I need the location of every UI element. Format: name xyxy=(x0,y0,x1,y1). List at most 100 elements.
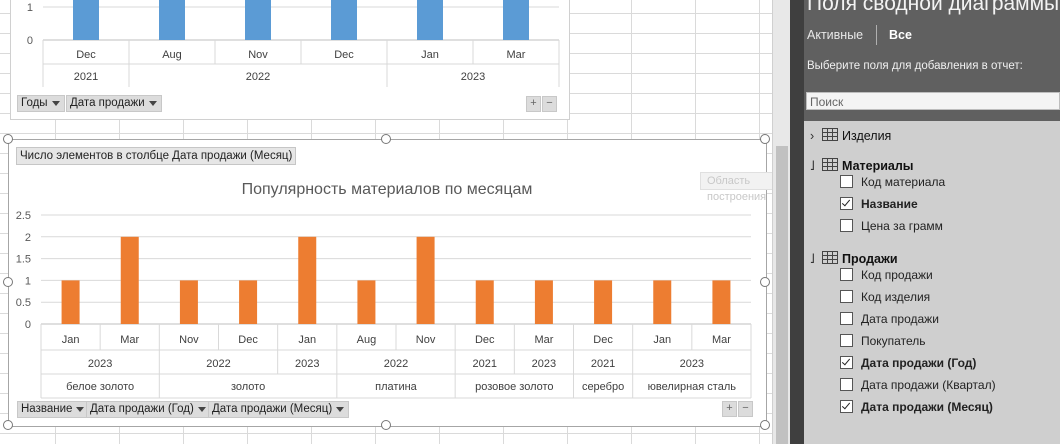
field-sale-code[interactable]: Код продажи xyxy=(840,268,933,282)
bar xyxy=(298,236,317,324)
x-tick-label-month: Nov xyxy=(179,334,199,346)
checkbox[interactable] xyxy=(840,312,853,325)
resize-handle-top-right[interactable] xyxy=(760,134,770,144)
chart2-svg: Популярность материалов по месяцам 0 0.5 1 1… xyxy=(16,181,752,399)
x-tick-label-material: золото xyxy=(231,381,265,393)
group-materials[interactable]: ˩ Материалы xyxy=(810,158,914,173)
x-tick-label-month: Nov xyxy=(248,49,268,61)
field-sale-date-year[interactable]: Дата продажи (Год) xyxy=(840,356,976,370)
expand-arrow-icon[interactable]: › xyxy=(810,129,815,143)
bar xyxy=(159,0,185,40)
chart-title: Популярность материалов по месяцам xyxy=(242,181,533,198)
pane-instruction: Выберите поля для добавления в отчет: xyxy=(807,60,1023,72)
field-product-code[interactable]: Код изделия xyxy=(840,290,930,304)
worksheet[interactable]: 0 1 Dec Aug Nov Dec Jan Mar 2021 2022 2023 Годы Да… xyxy=(0,0,772,444)
group-sales[interactable]: ˩ Продажи xyxy=(810,251,898,266)
field-buyer[interactable]: Покупатель xyxy=(840,334,925,348)
field-price-per-gram[interactable]: Цена за грамм xyxy=(840,219,943,233)
pivot-chart-by-years[interactable]: 0 1 Dec Aug Nov Dec Jan Mar 2021 2022 2023 Годы Да… xyxy=(10,0,570,120)
tab-active[interactable]: Активные xyxy=(807,28,864,42)
checkbox[interactable] xyxy=(840,175,853,188)
field-sale-date-month[interactable]: Дата продажи (Месяц) xyxy=(840,400,993,414)
field-name[interactable]: Название xyxy=(840,197,918,211)
bar xyxy=(416,236,435,324)
value-field-button[interactable]: Число элементов в столбце Дата продажи (… xyxy=(16,147,297,165)
collapse-arrow-icon[interactable]: ˩ xyxy=(810,159,815,173)
collapse-minus-button[interactable]: − xyxy=(738,401,753,417)
x-tick-label-month: Mar xyxy=(507,49,526,61)
expand-plus-button[interactable]: + xyxy=(526,96,541,112)
bar xyxy=(331,0,357,40)
x-tick-label-month: Jan xyxy=(653,334,671,346)
group-products[interactable]: › Изделия xyxy=(810,128,892,143)
checkbox-checked[interactable] xyxy=(840,356,853,369)
collapse-minus-button[interactable]: − xyxy=(542,96,557,112)
bar xyxy=(534,280,553,324)
field-button-sale-date[interactable]: Дата продажи xyxy=(66,95,162,112)
pane-splitter[interactable] xyxy=(790,0,804,444)
x-tick-label-material: серебро xyxy=(582,381,624,393)
resize-handle-bottom-right[interactable] xyxy=(760,420,770,430)
field-button-sale-year[interactable]: Дата продажи (Год) xyxy=(86,401,211,418)
table-icon xyxy=(822,128,838,141)
x-tick-label-month: Jan xyxy=(62,334,80,346)
y-tick-label: 1 xyxy=(25,275,31,287)
x-tick-label-year: 2022 xyxy=(246,71,270,83)
dropdown-arrow-icon xyxy=(148,101,157,106)
x-tick-label-year: 2021 xyxy=(591,358,615,370)
x-tick-label-year: 2021 xyxy=(74,71,98,83)
pivot-chart-materials[interactable]: Популярность материалов по месяцам 0 0.5 1 1… xyxy=(8,139,767,427)
resize-handle-bottom[interactable] xyxy=(381,420,391,430)
dropdown-arrow-icon xyxy=(76,407,85,412)
scrollbar-thumb[interactable] xyxy=(776,146,788,444)
field-button-sale-month[interactable]: Дата продажи (Месяц) xyxy=(208,401,350,418)
resize-handle-bottom-left[interactable] xyxy=(3,420,13,430)
table-icon xyxy=(822,158,838,171)
x-tick-label-month: Aug xyxy=(357,334,377,346)
resize-handle-top-left[interactable] xyxy=(3,134,13,144)
x-tick-label-month: Dec xyxy=(76,49,96,61)
bar xyxy=(120,236,139,324)
field-button-name[interactable]: Название xyxy=(17,401,90,418)
dropdown-arrow-icon xyxy=(197,407,206,412)
bar xyxy=(417,0,443,40)
y-tick-label: 1 xyxy=(27,2,33,14)
checkbox-checked[interactable] xyxy=(840,400,853,413)
resize-handle-right[interactable] xyxy=(760,277,770,287)
field-sale-date[interactable]: Дата продажи xyxy=(840,312,939,326)
x-tick-label-month: Mar xyxy=(534,334,553,346)
bar xyxy=(712,280,731,324)
resize-handle-top[interactable] xyxy=(381,134,391,144)
checkbox[interactable] xyxy=(840,378,853,391)
field-sale-date-quarter[interactable]: Дата продажи (Квартал) xyxy=(840,378,996,392)
resize-handle-left[interactable] xyxy=(3,277,13,287)
field-search-input[interactable]: Поиск xyxy=(806,92,1060,110)
x-tick-label-month: Dec xyxy=(475,334,495,346)
y-tick-label: 0 xyxy=(25,319,31,331)
tab-all[interactable]: Все xyxy=(889,28,912,42)
plot-area-tooltip: Область построения xyxy=(700,172,772,203)
bar xyxy=(61,280,80,324)
x-tick-label-month: Dec xyxy=(593,334,613,346)
y-tick-label: 0 xyxy=(27,35,33,47)
x-tick-label-material: ювелирная сталь xyxy=(648,381,737,393)
checkbox-checked[interactable] xyxy=(840,197,853,210)
field-button-years[interactable]: Годы xyxy=(17,95,65,112)
x-tick-label-year: 2023 xyxy=(295,358,319,370)
checkbox[interactable] xyxy=(840,219,853,232)
x-tick-label-month: Mar xyxy=(712,334,731,346)
x-tick-label-material: розовое золото xyxy=(475,381,553,393)
x-tick-label-month: Aug xyxy=(162,49,182,61)
expand-plus-button[interactable]: + xyxy=(722,401,737,417)
vertical-scrollbar[interactable] xyxy=(772,0,791,444)
field-material-code[interactable]: Код материала xyxy=(840,175,945,189)
checkbox[interactable] xyxy=(840,290,853,303)
x-tick-label-year: 2022 xyxy=(206,358,230,370)
collapse-arrow-icon[interactable]: ˩ xyxy=(810,252,815,266)
checkbox[interactable] xyxy=(840,268,853,281)
x-tick-label-year: 2023 xyxy=(532,358,556,370)
checkbox[interactable] xyxy=(840,334,853,347)
y-tick-label: 1.5 xyxy=(16,254,31,266)
x-tick-label-material: белое золото xyxy=(66,381,134,393)
bar xyxy=(179,280,198,324)
